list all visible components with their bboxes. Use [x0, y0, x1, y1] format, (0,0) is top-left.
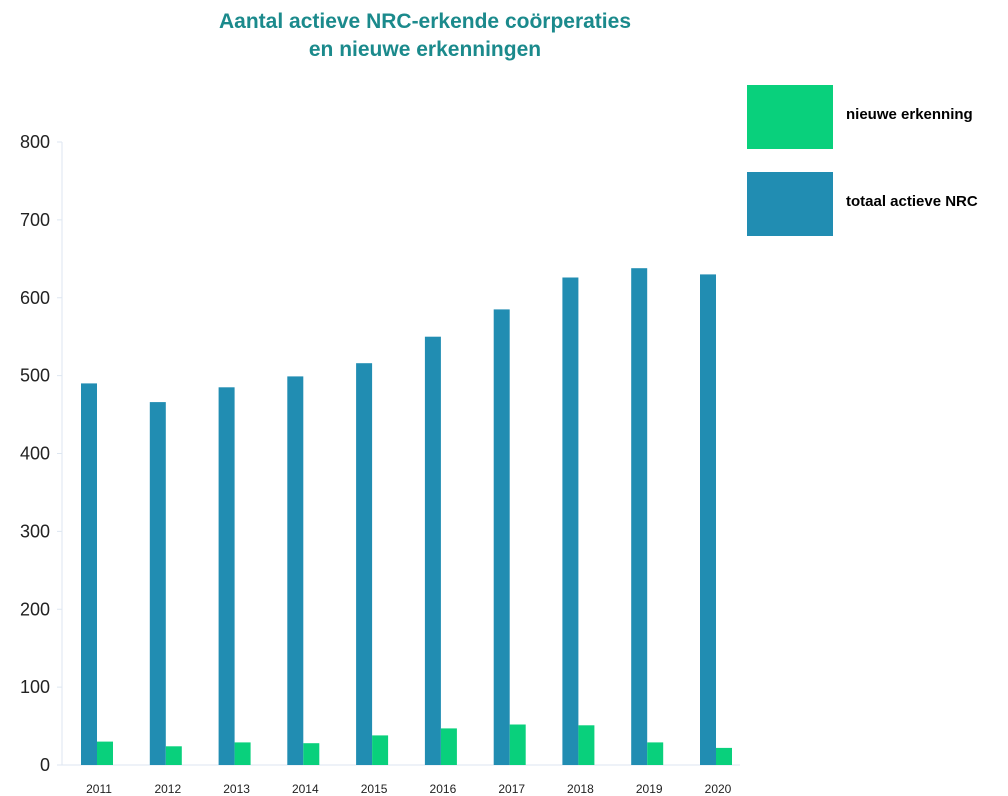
bar-nieuwe-erkenning: [578, 725, 595, 765]
x-tick-label: 2018: [567, 782, 594, 796]
bar-totaal-actieve-nrc: [218, 387, 235, 765]
y-tick-label: 500: [20, 366, 50, 386]
bar-nieuwe-erkenning: [165, 746, 182, 765]
y-tick-label: 600: [20, 288, 50, 308]
y-tick-label: 300: [20, 521, 50, 541]
x-tick-label: 2019: [636, 782, 663, 796]
x-tick-label: 2013: [223, 782, 250, 796]
legend-swatch-totaal-actieve-nrc: [747, 172, 833, 236]
y-tick-label: 400: [20, 444, 50, 464]
bar-totaal-actieve-nrc: [700, 274, 716, 765]
y-tick-label: 100: [20, 677, 50, 697]
bar-nieuwe-erkenning: [440, 728, 457, 765]
legend-swatch-nieuwe-erkenning: [747, 85, 833, 149]
x-tick-label: 2016: [430, 782, 457, 796]
bar-totaal-actieve-nrc: [149, 402, 166, 765]
bar-nieuwe-erkenning: [234, 742, 251, 765]
bar-totaal-actieve-nrc: [287, 376, 304, 765]
bar-nieuwe-erkenning: [509, 724, 526, 765]
bar-totaal-actieve-nrc: [356, 363, 373, 765]
bars: [81, 268, 732, 765]
chart-title-line-1: Aantal actieve NRC-erkende coörperaties: [219, 10, 631, 33]
x-tick-label: 2014: [292, 782, 319, 796]
x-tick-label: 2012: [154, 782, 181, 796]
y-tick-label: 0: [40, 755, 50, 775]
x-tick-label: 2015: [361, 782, 388, 796]
bar-totaal-actieve-nrc: [631, 268, 648, 765]
y-tick-label: 700: [20, 210, 50, 230]
legend-item-totaal-actieve-nrc: totaal actieve NRC: [747, 172, 1008, 236]
chart-title-line-2: en nieuwe erkenningen: [308, 38, 542, 61]
y-axis-ticks: 0 100 200 300 400 500 600 700 800: [20, 132, 62, 775]
x-axis-ticks: 2011 2012 2013 2014 2015 2016 2017 2018 2019 2020: [86, 782, 732, 796]
legend-item-nieuwe-erkenning: nieuwe erkenning: [747, 85, 1008, 149]
bar-nieuwe-erkenning: [303, 743, 320, 765]
y-tick-label: 200: [20, 599, 50, 619]
bar-nieuwe-erkenning: [372, 735, 389, 765]
bar-nieuwe-erkenning: [97, 741, 113, 765]
x-tick-label: 2011: [86, 782, 112, 796]
bar-totaal-actieve-nrc: [493, 309, 510, 765]
legend-label-nieuwe-erkenning: nieuwe erkenning: [846, 106, 973, 123]
chart-title: Aantal actieve NRC-erkende coörperaties …: [150, 8, 700, 64]
x-tick-label: 2017: [498, 782, 525, 796]
y-tick-label: 800: [20, 132, 50, 152]
bar-nieuwe-erkenning: [647, 742, 664, 765]
x-tick-label: 2020: [705, 782, 732, 796]
bar-nieuwe-erkenning: [716, 747, 732, 765]
bar-totaal-actieve-nrc: [81, 383, 97, 765]
bar-totaal-actieve-nrc: [562, 277, 579, 765]
legend-label-totaal-actieve-nrc: totaal actieve NRC: [846, 193, 978, 210]
bar-totaal-actieve-nrc: [424, 336, 441, 765]
